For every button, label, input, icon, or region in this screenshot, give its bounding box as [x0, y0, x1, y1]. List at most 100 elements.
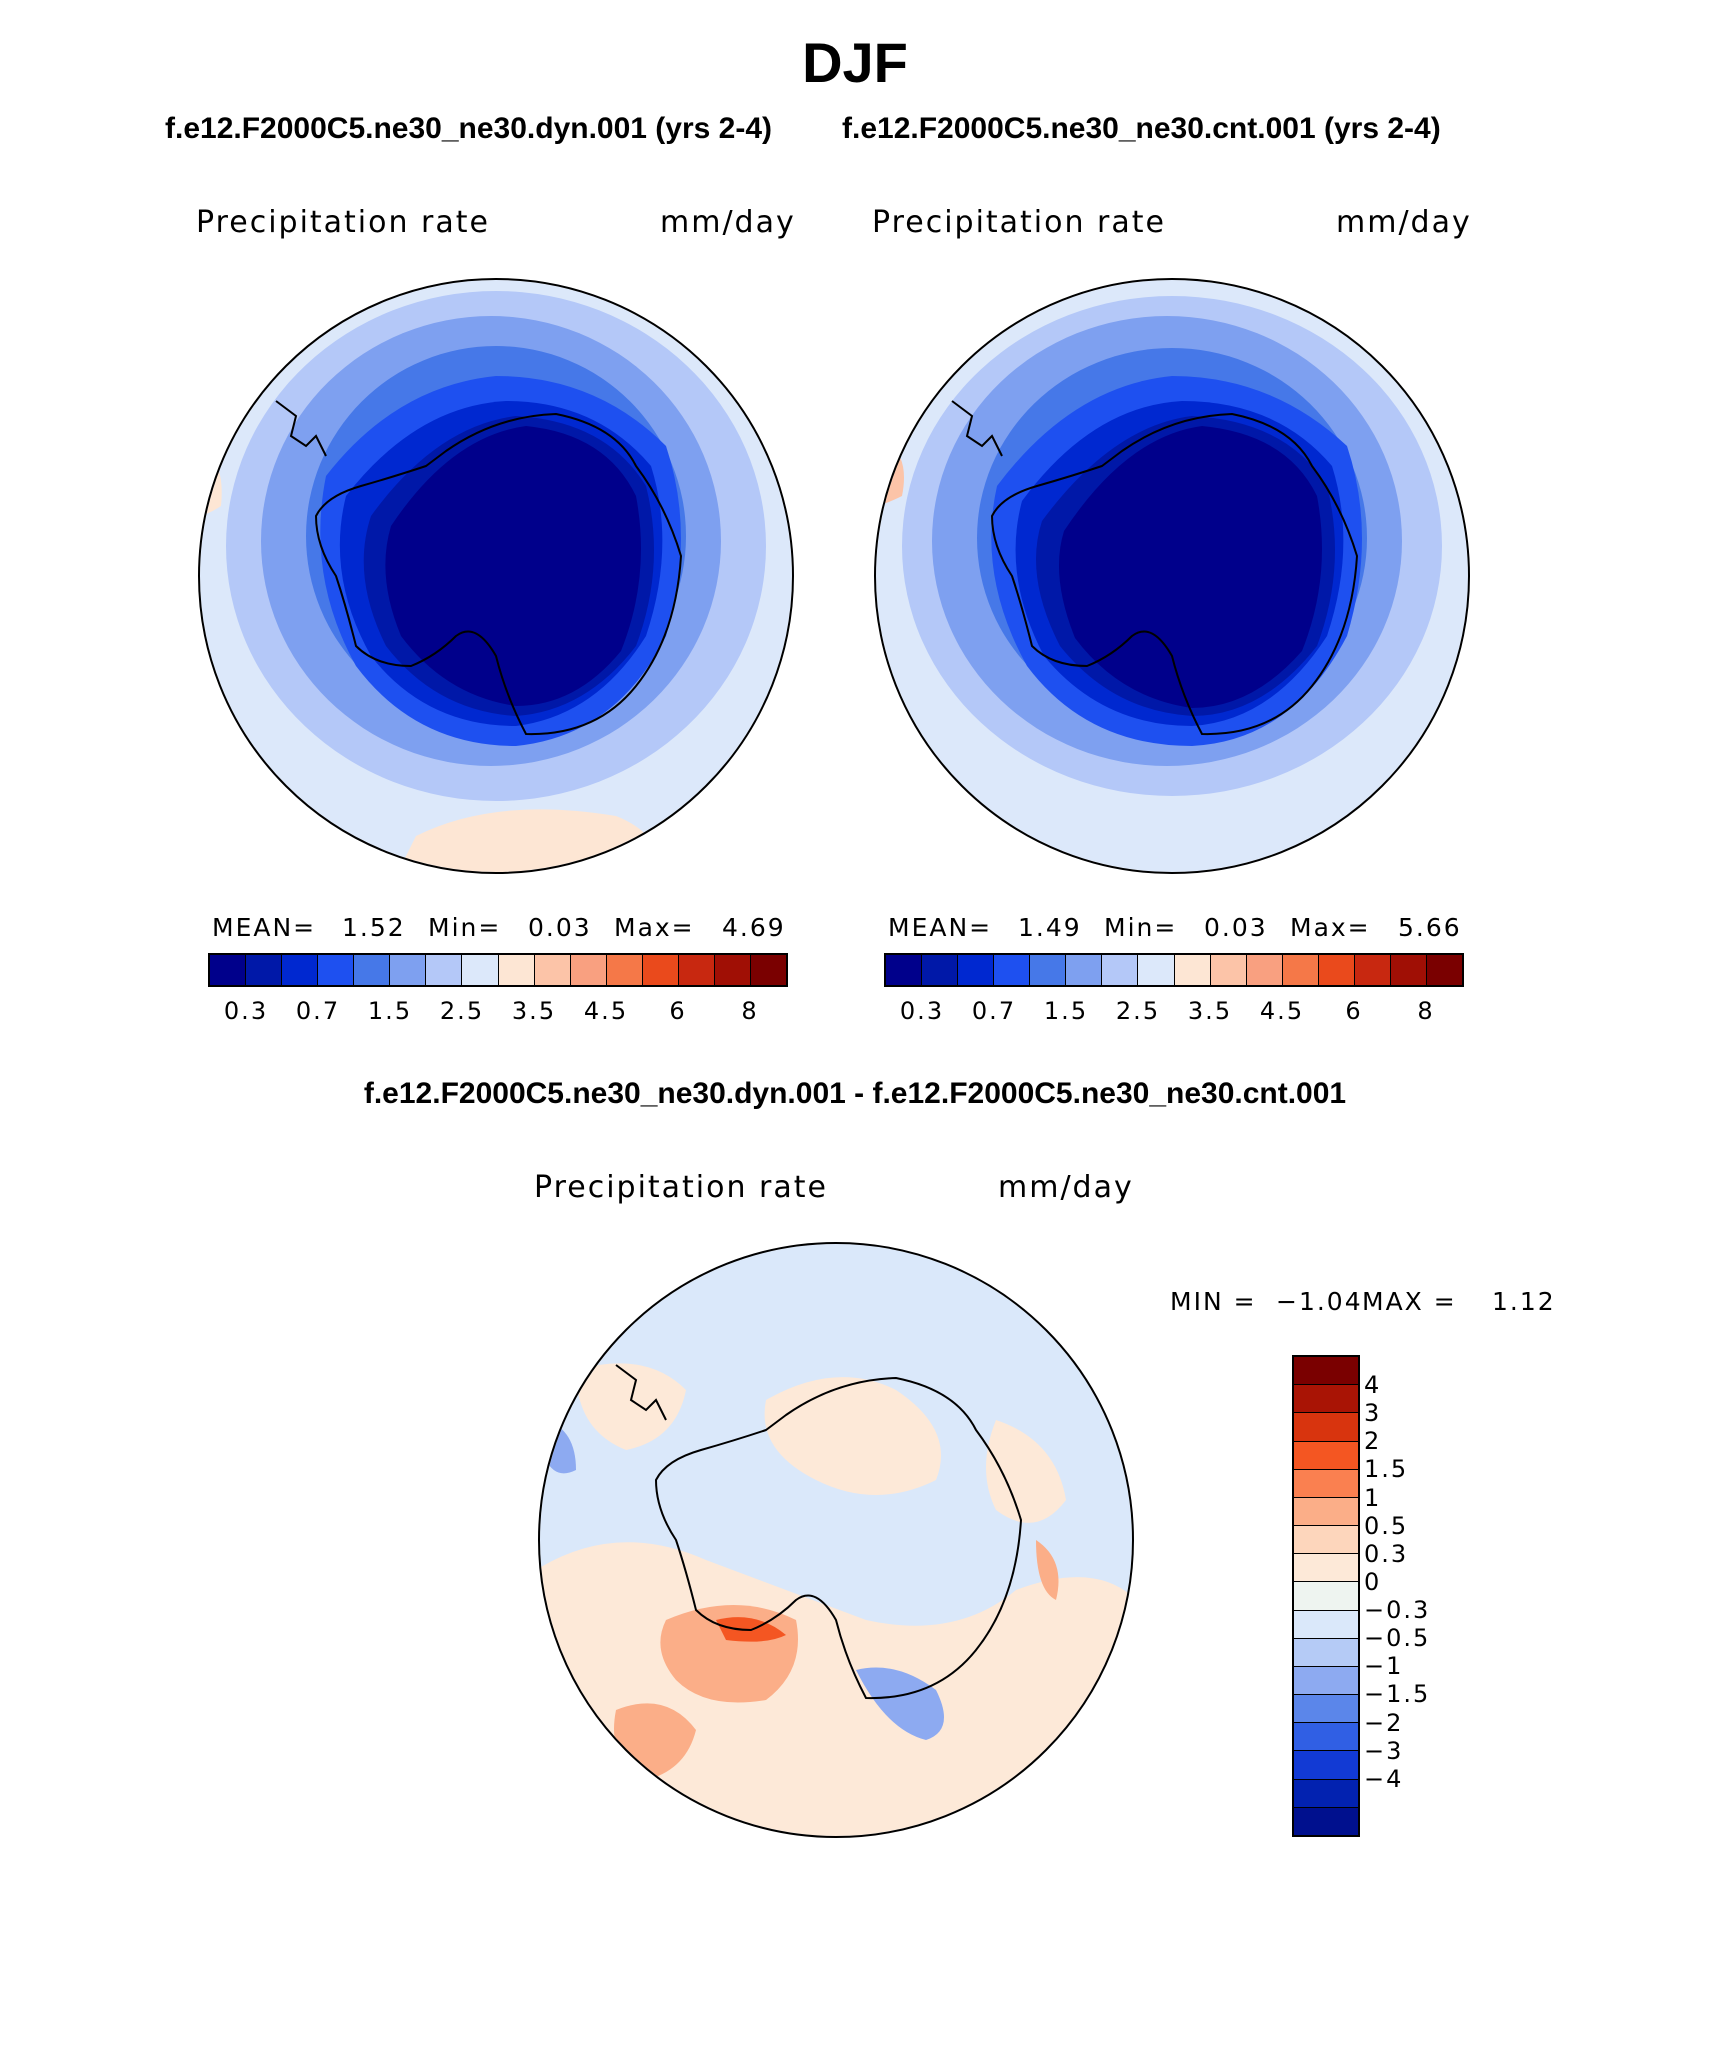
colorbar-tick-label: 3.5 [511, 997, 557, 1025]
colorbar-swatch [922, 955, 959, 985]
colorbar-tick-label: −0.3 [1364, 1596, 1431, 1625]
colorbar-swatch [1294, 1807, 1358, 1835]
colorbar-swatch [1102, 955, 1139, 985]
left-precip-map [198, 278, 794, 874]
colorbar-swatch [1294, 1357, 1358, 1386]
colorbar-tick-label: −0.5 [1364, 1624, 1431, 1653]
colorbar-tick-label: −4 [1364, 1764, 1404, 1793]
right-max-value: 5.66 [1398, 913, 1462, 942]
colorbar-swatch [1354, 955, 1391, 985]
colorbar-swatch [1294, 1751, 1358, 1780]
colorbar-tick-label: 8 [741, 997, 759, 1025]
colorbar-swatch [1294, 1497, 1358, 1527]
colorbar-tick-label: 0.3 [899, 997, 945, 1025]
left-panel-header: f.e12.F2000C5.ne30_ne30.dyn.001 (yrs 2-4… [165, 112, 773, 145]
colorbar-swatch [642, 955, 679, 985]
colorbar-tick-label: 1.5 [1043, 997, 1089, 1025]
colorbar-swatch [1246, 955, 1283, 985]
colorbar-tick-label: 0.7 [971, 997, 1017, 1025]
colorbar-tick-label: 4.5 [1259, 997, 1305, 1025]
colorbar-swatch [1294, 1526, 1358, 1555]
right-min-value: 0.03 [1204, 913, 1268, 942]
colorbar-tick-label: 4 [1364, 1371, 1382, 1400]
colorbar-swatch [1174, 955, 1211, 985]
left-max-value: 4.69 [722, 913, 786, 942]
diff-precip-map [538, 1242, 1134, 1838]
colorbar-swatch [958, 955, 995, 985]
right-max-label: Max= [1290, 913, 1371, 942]
colorbar-tick-label: 3.5 [1187, 997, 1233, 1025]
colorbar-swatch [1294, 1779, 1358, 1808]
diff-min-label: MIN = [1170, 1287, 1257, 1316]
colorbar-tick-label: −2 [1364, 1708, 1404, 1737]
colorbar-tick-label: −1 [1364, 1652, 1404, 1681]
colorbar-swatch [282, 955, 319, 985]
colorbar-swatch [1282, 955, 1319, 985]
colorbar-swatch [426, 955, 463, 985]
left-mean-value: 1.52 [342, 913, 406, 942]
colorbar-swatch [462, 955, 499, 985]
colorbar-swatch [1138, 955, 1175, 985]
left-min-label: Min= [428, 913, 502, 942]
colorbar-tick-label: 0.3 [1364, 1539, 1409, 1568]
colorbar-swatch [534, 955, 571, 985]
colorbar-swatch [1294, 1582, 1358, 1611]
colorbar-swatch [1426, 955, 1462, 985]
diff-max-label: MAX = [1362, 1287, 1457, 1316]
right-mean-value: 1.49 [1018, 913, 1082, 942]
colorbar-swatch [1318, 955, 1355, 985]
colorbar-tick-label: −1.5 [1364, 1680, 1431, 1709]
colorbar-tick-label: 8 [1417, 997, 1435, 1025]
colorbar-swatch [886, 955, 923, 985]
colorbar-swatch [1210, 955, 1247, 985]
colorbar-swatch [1294, 1666, 1358, 1696]
diff-panel-header: f.e12.F2000C5.ne30_ne30.dyn.001 - f.e12.… [363, 1077, 1347, 1110]
colorbar-swatch [246, 955, 283, 985]
diff-variable-label: Precipitation rate [534, 1170, 828, 1205]
colorbar-swatch [714, 955, 751, 985]
colorbar-swatch [1066, 955, 1103, 985]
diff-min-value: −1.04 [1276, 1287, 1363, 1316]
colorbar-swatch [606, 955, 643, 985]
colorbar-swatch [354, 955, 391, 985]
left-min-value: 0.03 [528, 913, 592, 942]
right-colorbar [884, 953, 1464, 987]
right-mean-label: MEAN= [888, 913, 993, 942]
left-max-label: Max= [614, 913, 695, 942]
diff-units-label: mm/day [998, 1170, 1134, 1205]
colorbar-swatch [994, 955, 1031, 985]
right-variable-label: Precipitation rate [872, 205, 1166, 240]
colorbar-swatch [1294, 1385, 1358, 1414]
colorbar-swatch [1294, 1554, 1358, 1583]
colorbar-tick-label: −3 [1364, 1736, 1404, 1765]
colorbar-tick-label: 2 [1364, 1427, 1382, 1456]
diff-max-value: 1.12 [1492, 1287, 1556, 1316]
colorbar-swatch [1294, 1469, 1358, 1498]
colorbar-swatch [210, 955, 247, 985]
colorbar-swatch [1030, 955, 1067, 985]
colorbar-tick-label: 3 [1364, 1399, 1382, 1428]
colorbar-swatch [750, 955, 786, 985]
colorbar-swatch [1294, 1413, 1358, 1442]
main-title: DJF [802, 31, 908, 94]
left-mean-label: MEAN= [212, 913, 317, 942]
colorbar-swatch [318, 955, 355, 985]
colorbar-tick-label: 0.3 [223, 997, 269, 1025]
colorbar-tick-label: 6 [1345, 997, 1363, 1025]
colorbar-swatch [390, 955, 427, 985]
diff-colorbar [1292, 1355, 1360, 1837]
colorbar-swatch [678, 955, 715, 985]
right-units-label: mm/day [1336, 205, 1472, 240]
colorbar-swatch [498, 955, 535, 985]
right-precip-map [874, 278, 1470, 874]
colorbar-tick-label: 6 [669, 997, 687, 1025]
colorbar-tick-label: 2.5 [1115, 997, 1161, 1025]
colorbar-tick-label: 4.5 [583, 997, 629, 1025]
right-min-label: Min= [1104, 913, 1178, 942]
colorbar-swatch [1294, 1638, 1358, 1667]
right-panel-header: f.e12.F2000C5.ne30_ne30.cnt.001 (yrs 2-4… [842, 112, 1441, 145]
colorbar-swatch [1294, 1695, 1358, 1724]
colorbar-tick-label: 0 [1364, 1567, 1382, 1596]
left-colorbar [208, 953, 788, 987]
colorbar-swatch [1294, 1441, 1358, 1470]
